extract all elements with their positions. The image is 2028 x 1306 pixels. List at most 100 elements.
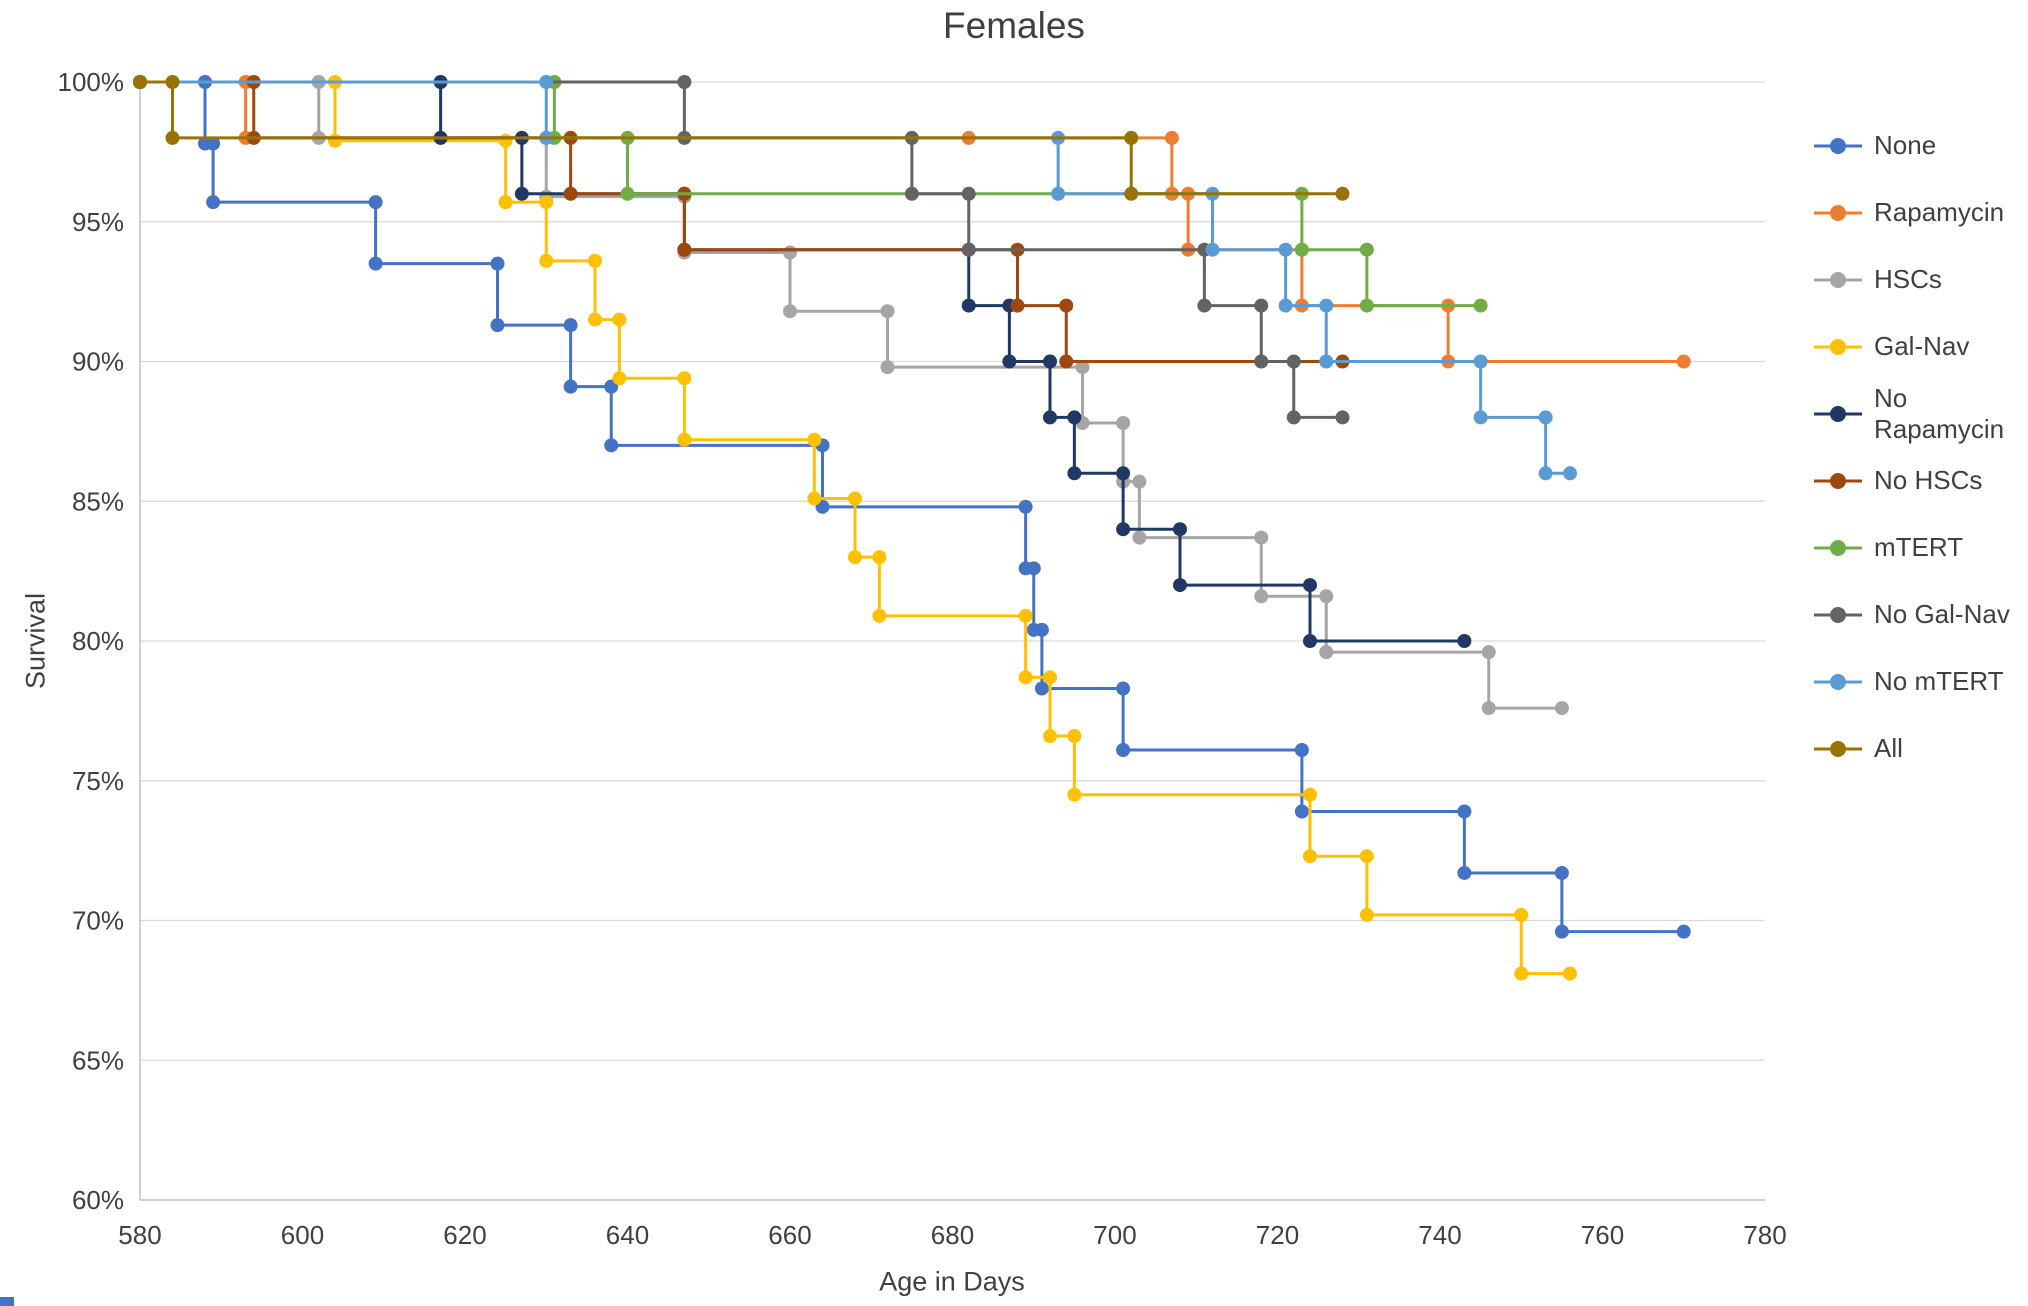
- data-point-marker: [165, 130, 180, 145]
- y-tick-label: 80%: [72, 626, 124, 656]
- data-point-marker: [1124, 130, 1139, 145]
- legend-label: Rapamycin: [1874, 197, 2005, 227]
- legend-marker-no-rapamycin: [1814, 405, 1862, 422]
- data-point-marker: [1676, 354, 1691, 369]
- legend-marker-no-gal-nav: [1814, 606, 1862, 623]
- legend-marker-mtert: [1814, 539, 1862, 556]
- legend-marker-rapamycin: [1814, 204, 1862, 221]
- data-point-marker: [165, 75, 180, 89]
- data-point-marker: [1043, 354, 1057, 369]
- data-point-marker: [1067, 466, 1082, 481]
- data-point-marker: [1335, 186, 1350, 201]
- data-point-marker: [783, 245, 797, 260]
- data-point-marker: [1563, 466, 1577, 481]
- data-point-marker: [961, 186, 976, 201]
- data-point-marker: [1197, 298, 1212, 313]
- data-point-marker: [612, 312, 627, 327]
- legend-marker-no-mtert: [1814, 673, 1862, 690]
- data-point-marker: [563, 379, 578, 394]
- data-point-marker: [563, 318, 578, 333]
- legend-label: HSCs: [1874, 264, 1942, 294]
- data-point-marker: [1457, 804, 1472, 819]
- data-point-marker: [563, 186, 578, 201]
- data-point-marker: [1303, 849, 1317, 864]
- data-point-marker: [1067, 410, 1082, 425]
- x-tick-label: 640: [606, 1220, 649, 1250]
- data-point-marker: [807, 432, 822, 447]
- legend-item-no-rapamycin: No Rapamycin: [1812, 380, 2028, 447]
- legend-label: No Gal-Nav: [1874, 599, 2010, 629]
- data-point-marker: [677, 432, 692, 447]
- data-point-marker: [1132, 530, 1147, 545]
- x-tick-label: 720: [1256, 1220, 1299, 1250]
- legend-item-no-hscs: No HSCs: [1812, 447, 2028, 514]
- data-point-marker: [498, 195, 513, 210]
- data-point-marker: [1254, 354, 1269, 369]
- data-point-marker: [1164, 130, 1179, 145]
- data-point-marker: [880, 304, 895, 319]
- data-point-marker: [1010, 298, 1025, 313]
- data-point-marker: [1254, 298, 1269, 313]
- data-point-marker: [1116, 743, 1131, 758]
- data-point-marker: [807, 491, 822, 506]
- data-point-marker: [1457, 634, 1472, 648]
- data-point-marker: [1116, 466, 1131, 481]
- data-point-marker: [677, 242, 692, 257]
- y-tick-label: 65%: [72, 1045, 124, 1075]
- legend-marker-none: [1814, 137, 1862, 154]
- data-point-marker: [1359, 849, 1374, 864]
- data-point-marker: [1051, 186, 1066, 201]
- data-point-marker: [1018, 670, 1033, 685]
- y-tick-label: 95%: [72, 207, 124, 237]
- data-point-marker: [1278, 242, 1293, 257]
- data-point-marker: [1563, 966, 1577, 981]
- legend-item-all: All: [1812, 715, 2028, 782]
- legend-label: No HSCs: [1874, 465, 1983, 495]
- data-point-marker: [1319, 298, 1334, 313]
- data-point-marker: [1059, 354, 1074, 369]
- x-tick-label: 700: [1093, 1220, 1136, 1250]
- y-axis-title: Survival: [20, 592, 51, 690]
- data-point-marker: [490, 318, 505, 333]
- data-point-marker: [539, 75, 554, 89]
- data-point-marker: [1554, 865, 1569, 880]
- data-point-marker: [514, 186, 529, 201]
- data-point-marker: [490, 256, 505, 271]
- data-point-marker: [1319, 645, 1334, 660]
- legend-marker-no-hscs: [1814, 472, 1862, 489]
- data-point-marker: [1514, 966, 1529, 981]
- data-point-marker: [961, 298, 976, 313]
- data-point-marker: [848, 550, 862, 565]
- data-point-marker: [1359, 242, 1374, 257]
- legend-item-mtert: mTERT: [1812, 514, 2028, 581]
- data-point-marker: [1026, 561, 1041, 576]
- chart-title: Females: [943, 5, 1085, 46]
- data-point-marker: [1254, 530, 1269, 545]
- data-point-marker: [1059, 298, 1074, 313]
- data-point-marker: [1116, 681, 1131, 696]
- series-line-hscs: [138, 80, 1564, 710]
- data-point-marker: [1294, 242, 1309, 257]
- x-tick-label: 680: [931, 1220, 974, 1250]
- legend-marker-gal-nav: [1814, 338, 1862, 355]
- data-point-marker: [539, 253, 554, 268]
- legend-item-gal-nav: Gal-Nav: [1812, 313, 2028, 380]
- data-point-marker: [1034, 622, 1049, 637]
- data-point-marker: [880, 360, 895, 375]
- legend-item-no-mtert: No mTERT: [1812, 648, 2028, 715]
- data-point-marker: [1538, 410, 1553, 425]
- y-tick-label: 100%: [58, 67, 125, 97]
- data-point-marker: [1554, 701, 1569, 716]
- data-point-marker: [1294, 804, 1309, 819]
- x-axis-title: Age in Days: [879, 1266, 1025, 1297]
- data-point-marker: [1286, 354, 1301, 369]
- data-point-marker: [620, 186, 635, 201]
- data-point-marker: [206, 136, 221, 151]
- data-point-marker: [1018, 608, 1033, 623]
- series-markers-hscs: [133, 75, 1569, 716]
- legend-label: No mTERT: [1874, 666, 2004, 696]
- data-point-marker: [1067, 729, 1082, 744]
- data-point-marker: [677, 371, 692, 386]
- data-point-marker: [1335, 410, 1350, 425]
